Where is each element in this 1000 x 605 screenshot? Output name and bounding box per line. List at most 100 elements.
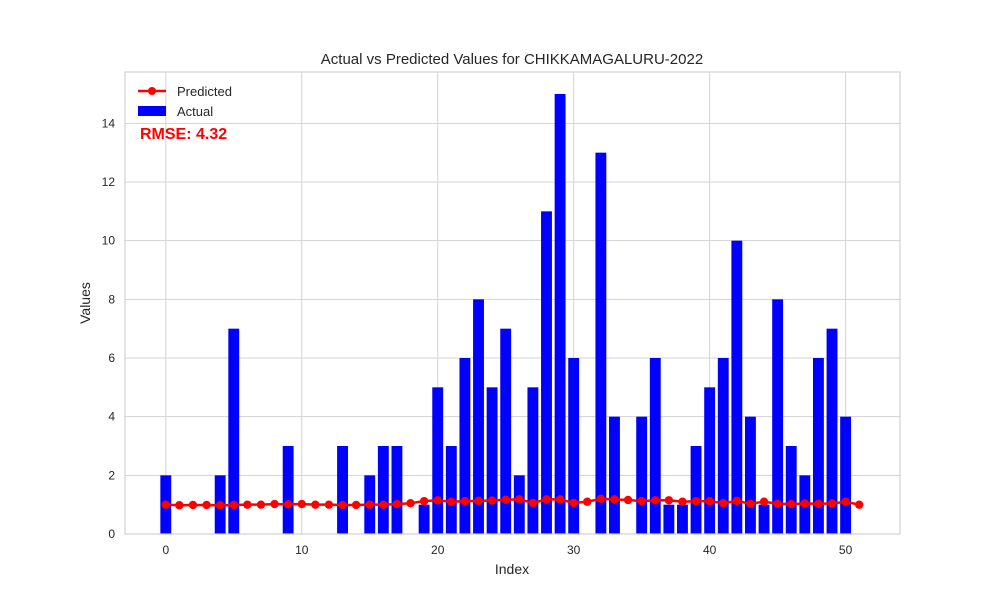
predicted-point: [419, 496, 429, 506]
actual-bar: [541, 211, 552, 535]
predicted-point: [501, 495, 510, 504]
grid-layer: [125, 72, 900, 535]
predicted-point: [841, 497, 850, 506]
predicted-point: [827, 499, 837, 508]
actual-bar: [663, 504, 675, 534]
predicted-point: [678, 497, 687, 506]
actual-bar: [486, 387, 498, 534]
predicted-point: [515, 495, 524, 504]
legend-actual-label: Actual: [177, 104, 213, 119]
predicted-point: [283, 500, 293, 509]
predicted-point: [569, 498, 578, 508]
actual-bar: [377, 446, 389, 534]
predicted-point: [243, 500, 252, 509]
actual-bar: [636, 416, 648, 534]
x-axis-label: Index: [495, 561, 529, 577]
predicted-point: [270, 499, 279, 509]
predicted-point: [229, 500, 238, 510]
predicted-point: [596, 494, 606, 503]
chart-title: Actual vs Predicted Values for CHIKKAMAG…: [321, 51, 703, 68]
actual-bar: [812, 358, 824, 534]
predicted-point: [351, 500, 361, 510]
actual-bar: [690, 446, 702, 534]
actual-bar: [432, 387, 444, 534]
actual-bar: [745, 416, 756, 534]
y-tick-label: 0: [108, 527, 115, 541]
predicted-point: [474, 496, 483, 506]
y-tick-label: 6: [108, 351, 115, 365]
actual-bar: [840, 416, 852, 534]
predicted-line: [165, 497, 860, 507]
legend-actual-swatch: [138, 106, 166, 116]
plot-area: [125, 72, 900, 534]
x-tick-label: 0: [162, 543, 169, 557]
predicted-point: [297, 499, 306, 509]
predicted-point: [651, 496, 660, 505]
actual-bar: [731, 240, 743, 534]
predicted-point: [392, 499, 402, 509]
predicted-line-group: [161, 494, 864, 510]
predicted-point: [365, 500, 374, 509]
predicted-point: [256, 500, 266, 509]
predicted-point: [338, 500, 347, 510]
y-axis-label: Values: [77, 282, 93, 324]
y-tick-label: 10: [102, 234, 116, 248]
actual-bar: [228, 328, 240, 534]
actual-bar: [772, 299, 784, 534]
actual-bar: [595, 152, 607, 534]
predicted-point: [555, 495, 565, 504]
legend-predicted-marker: [148, 87, 156, 95]
predicted-point: [433, 496, 442, 505]
actual-bar: [391, 446, 403, 534]
y-tick-label: 8: [108, 292, 115, 306]
predicted-point: [610, 495, 619, 504]
predicted-point: [215, 501, 225, 510]
predicted-point: [447, 497, 456, 506]
predicted-point: [311, 500, 320, 509]
predicted-point: [814, 499, 823, 508]
predicted-point: [664, 496, 674, 505]
predicted-point: [787, 499, 796, 509]
y-tick-label: 2: [108, 468, 115, 482]
predicted-point: [691, 496, 701, 506]
predicted-point: [800, 499, 810, 508]
x-tick-label: 10: [295, 543, 309, 557]
actual-bar: [282, 446, 294, 534]
predicted-point: [623, 495, 633, 505]
predicted-point: [460, 496, 470, 506]
predicted-point: [719, 499, 728, 508]
predicted-point: [188, 500, 198, 510]
actual-bar: [826, 328, 838, 534]
x-tick-label: 40: [703, 543, 717, 557]
predicted-point: [175, 501, 184, 510]
predicted-point: [542, 495, 551, 504]
y-tick-label: 12: [102, 175, 116, 189]
predicted-point: [637, 496, 646, 506]
actual-bar: [568, 358, 580, 534]
legend-predicted-label: Predicted: [177, 84, 232, 99]
predicted-point: [324, 500, 334, 509]
actual-bar: [337, 446, 348, 534]
predicted-point: [202, 500, 211, 510]
plot-frame: [124, 71, 901, 535]
predicted-point: [705, 496, 714, 506]
x-tick-label: 50: [839, 543, 853, 557]
rmse-annotation: RMSE: 4.32: [140, 126, 227, 143]
actual-bar: [527, 387, 539, 534]
predicted-point: [487, 496, 497, 505]
actual-bar: [513, 475, 525, 534]
predicted-point: [759, 497, 769, 506]
predicted-point: [732, 496, 742, 506]
predicted-point: [406, 499, 415, 508]
predicted-point: [746, 499, 755, 508]
actual-bar: [704, 387, 716, 534]
predicted-point: [161, 500, 170, 509]
legend: Predicted Actual: [138, 84, 232, 119]
predicted-point: [528, 498, 538, 508]
predicted-point: [773, 499, 782, 508]
actual-bar: [445, 446, 457, 534]
actual-bar: [609, 416, 620, 534]
y-tick-label: 14: [102, 116, 116, 130]
